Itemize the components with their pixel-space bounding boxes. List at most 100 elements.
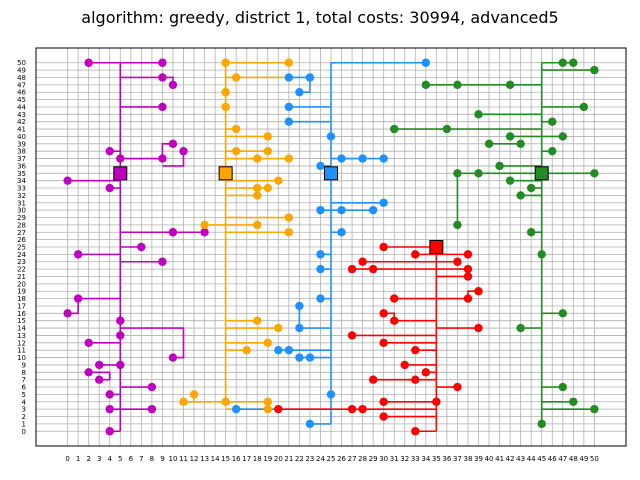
house-point bbox=[453, 80, 462, 90]
house-point bbox=[474, 110, 483, 119]
house-point bbox=[505, 80, 515, 90]
house-point bbox=[474, 169, 483, 178]
house-point bbox=[516, 139, 525, 149]
house-point bbox=[231, 73, 241, 82]
house-point bbox=[168, 353, 178, 362]
house-point bbox=[274, 345, 283, 355]
x-tick-label: 16 bbox=[232, 455, 241, 463]
house-point bbox=[189, 390, 199, 399]
y-tick-label: 1 bbox=[22, 420, 26, 428]
y-tick-label: 43 bbox=[17, 111, 26, 119]
y-tick-label: 38 bbox=[17, 148, 26, 156]
x-tick-label: 21 bbox=[284, 455, 293, 463]
x-tick-label: 6 bbox=[129, 455, 134, 463]
house-point bbox=[95, 375, 104, 384]
x-tick-label: 17 bbox=[242, 455, 251, 463]
y-tick-label: 17 bbox=[17, 302, 26, 310]
house-point bbox=[221, 88, 230, 97]
y-tick-label: 19 bbox=[17, 288, 26, 296]
house-point bbox=[379, 242, 388, 252]
house-point bbox=[263, 132, 272, 141]
house-point bbox=[400, 360, 409, 370]
house-point bbox=[368, 264, 378, 274]
y-tick-label: 47 bbox=[17, 81, 26, 89]
house-point bbox=[116, 331, 125, 340]
plot-frame bbox=[35, 47, 627, 447]
house-point bbox=[253, 316, 262, 325]
house-point bbox=[326, 390, 336, 399]
house-point bbox=[73, 250, 83, 259]
house-point bbox=[368, 375, 378, 384]
y-tick-label: 37 bbox=[17, 155, 26, 163]
house-point bbox=[284, 345, 294, 355]
y-tick-label: 10 bbox=[17, 354, 26, 362]
house-point bbox=[347, 331, 357, 340]
house-point bbox=[316, 264, 325, 274]
battery-marker bbox=[534, 166, 549, 181]
house-point bbox=[421, 368, 431, 377]
house-point bbox=[63, 176, 72, 185]
house-point bbox=[316, 294, 325, 303]
x-tick-label: 39 bbox=[474, 455, 483, 463]
y-tick-label: 45 bbox=[17, 96, 26, 104]
house-point bbox=[411, 345, 420, 355]
x-tick-label: 18 bbox=[253, 455, 262, 463]
house-point bbox=[242, 345, 251, 355]
house-point bbox=[558, 382, 567, 392]
y-tick-label: 41 bbox=[17, 126, 26, 134]
house-point bbox=[284, 117, 294, 126]
house-point bbox=[105, 427, 114, 436]
y-tick-label: 44 bbox=[17, 103, 26, 111]
house-point bbox=[168, 139, 178, 149]
x-tick-label: 47 bbox=[558, 455, 567, 463]
house-point bbox=[442, 124, 452, 134]
house-point bbox=[263, 338, 272, 348]
y-tick-label: 5 bbox=[22, 391, 26, 399]
x-tick-label: 48 bbox=[569, 455, 578, 463]
x-tick-label: 30 bbox=[379, 455, 388, 463]
house-point bbox=[474, 323, 483, 333]
house-point bbox=[411, 375, 420, 384]
x-tick-label: 37 bbox=[453, 455, 462, 463]
house-point bbox=[526, 183, 536, 193]
house-point bbox=[168, 80, 178, 90]
x-tick-label: 5 bbox=[118, 455, 122, 463]
house-point bbox=[158, 102, 167, 112]
x-tick-label: 11 bbox=[179, 455, 188, 463]
y-tick-label: 36 bbox=[17, 162, 26, 170]
house-point bbox=[221, 397, 230, 406]
y-tick-label: 31 bbox=[17, 199, 26, 207]
house-point bbox=[411, 250, 420, 259]
y-tick-label: 21 bbox=[17, 273, 26, 281]
house-point bbox=[537, 250, 546, 259]
house-point bbox=[84, 338, 93, 348]
house-point bbox=[316, 205, 325, 215]
house-point bbox=[379, 154, 388, 163]
y-tick-label: 28 bbox=[17, 221, 26, 229]
house-point bbox=[379, 338, 388, 348]
house-point bbox=[284, 213, 294, 222]
house-point bbox=[231, 146, 241, 156]
house-point bbox=[590, 404, 599, 414]
house-point bbox=[463, 264, 473, 274]
house-point bbox=[558, 58, 567, 67]
y-tick-label: 40 bbox=[17, 133, 26, 141]
house-point bbox=[411, 427, 420, 436]
x-tick-label: 13 bbox=[200, 455, 209, 463]
house-point bbox=[558, 132, 567, 141]
x-tick-label: 23 bbox=[305, 455, 314, 463]
house-point bbox=[548, 117, 557, 126]
house-point bbox=[558, 309, 567, 318]
chart-title: algorithm: greedy, district 1, total cos… bbox=[81, 8, 559, 27]
house-point bbox=[253, 220, 262, 230]
house-point bbox=[347, 404, 357, 414]
house-point bbox=[569, 58, 578, 67]
y-tick-label: 22 bbox=[17, 266, 26, 274]
house-point bbox=[158, 257, 167, 266]
house-points bbox=[63, 58, 599, 436]
y-tick-label: 42 bbox=[17, 118, 26, 126]
x-tick-label: 34 bbox=[421, 455, 430, 463]
house-point bbox=[390, 316, 399, 325]
